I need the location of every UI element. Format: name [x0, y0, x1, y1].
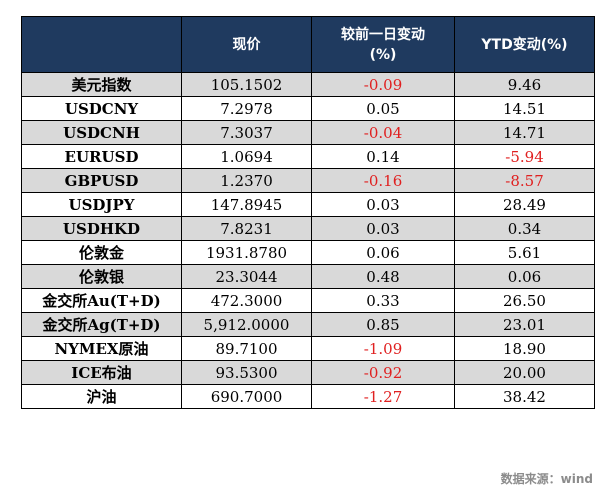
- cell-instrument-name: EURUSD: [21, 144, 182, 169]
- cell-price: 1.2370: [181, 168, 312, 193]
- header-ytd-label: YTD变动(%): [481, 36, 568, 53]
- header-instrument: [21, 16, 182, 73]
- cell-price: 93.5300: [181, 360, 312, 385]
- table-row: 伦敦金 1931.8780 0.06 5.61: [21, 240, 595, 265]
- cell-daily-change: 0.05: [311, 96, 455, 121]
- cell-ytd-change: 0.06: [454, 264, 595, 289]
- cell-instrument-name: USDJPY: [21, 192, 182, 217]
- cell-ytd-change: 28.49: [454, 192, 595, 217]
- header-daily-change: 较前一日变动 (%): [311, 16, 455, 73]
- cell-instrument-name: 金交所Au(T+D): [21, 288, 182, 313]
- cell-instrument-name: ICE布油: [21, 360, 182, 385]
- table-row: ICE布油 93.5300 -0.92 20.00: [21, 360, 595, 385]
- cell-instrument-name: GBPUSD: [21, 168, 182, 193]
- cell-price: 1.0694: [181, 144, 312, 169]
- header-price: 现价: [181, 16, 312, 73]
- cell-price: 1931.8780: [181, 240, 312, 265]
- header-ytd-change: YTD变动(%): [454, 16, 595, 73]
- data-source-note: 数据来源：wind: [500, 472, 593, 486]
- cell-daily-change: 0.03: [311, 216, 455, 241]
- cell-daily-change: 0.33: [311, 288, 455, 313]
- cell-instrument-name: 伦敦银: [21, 264, 182, 289]
- cell-price: 23.3044: [181, 264, 312, 289]
- cell-daily-change: -0.09: [311, 72, 455, 97]
- table-row: USDJPY 147.8945 0.03 28.49: [21, 192, 595, 217]
- cell-price: 147.8945: [181, 192, 312, 217]
- cell-daily-change: -0.92: [311, 360, 455, 385]
- table-row: 金交所Ag(T+D) 5,912.0000 0.85 23.01: [21, 312, 595, 337]
- cell-instrument-name: 沪油: [21, 384, 182, 409]
- cell-ytd-change: 0.34: [454, 216, 595, 241]
- cell-price: 7.3037: [181, 120, 312, 145]
- header-daily-line1: 较前一日变动: [341, 26, 425, 43]
- cell-ytd-change: 14.71: [454, 120, 595, 145]
- table-row: USDCNY 7.2978 0.05 14.51: [21, 96, 595, 121]
- table-header-row: 现价 较前一日变动 (%) YTD变动(%): [21, 16, 595, 73]
- cell-daily-change: -0.16: [311, 168, 455, 193]
- cell-instrument-name: 美元指数: [21, 72, 182, 97]
- cell-instrument-name: 金交所Ag(T+D): [21, 312, 182, 337]
- cell-ytd-change: -8.57: [454, 168, 595, 193]
- cell-daily-change: 0.03: [311, 192, 455, 217]
- cell-ytd-change: 23.01: [454, 312, 595, 337]
- table-row: 沪油 690.7000 -1.27 38.42: [21, 384, 595, 409]
- cell-instrument-name: 伦敦金: [21, 240, 182, 265]
- cell-price: 89.7100: [181, 336, 312, 361]
- cell-ytd-change: 14.51: [454, 96, 595, 121]
- cell-price: 7.8231: [181, 216, 312, 241]
- fx-market-table: 现价 较前一日变动 (%) YTD变动(%) 美元指数 105.1502 -0.09…: [21, 16, 595, 409]
- header-daily-line2: (%): [369, 46, 397, 63]
- cell-daily-change: 0.48: [311, 264, 455, 289]
- cell-daily-change: -1.09: [311, 336, 455, 361]
- cell-ytd-change: 20.00: [454, 360, 595, 385]
- cell-instrument-name: USDHKD: [21, 216, 182, 241]
- cell-ytd-change: 18.90: [454, 336, 595, 361]
- cell-price: 472.3000: [181, 288, 312, 313]
- cell-instrument-name: USDCNY: [21, 96, 182, 121]
- cell-price: 5,912.0000: [181, 312, 312, 337]
- table-body: 美元指数 105.1502 -0.09 9.46 USDCNY 7.2978 0.05 14.…: [21, 72, 595, 409]
- table-row: 伦敦银 23.3044 0.48 0.06: [21, 264, 595, 289]
- cell-price: 7.2978: [181, 96, 312, 121]
- cell-instrument-name: NYMEX原油: [21, 336, 182, 361]
- cell-ytd-change: 26.50: [454, 288, 595, 313]
- table-row: USDHKD 7.8231 0.03 0.34: [21, 216, 595, 241]
- cell-ytd-change: 9.46: [454, 72, 595, 97]
- cell-ytd-change: 5.61: [454, 240, 595, 265]
- cell-ytd-change: 38.42: [454, 384, 595, 409]
- cell-daily-change: -1.27: [311, 384, 455, 409]
- table-row: USDCNH 7.3037 -0.04 14.71: [21, 120, 595, 145]
- cell-instrument-name: USDCNH: [21, 120, 182, 145]
- table-row: 金交所Au(T+D) 472.3000 0.33 26.50: [21, 288, 595, 313]
- cell-price: 690.7000: [181, 384, 312, 409]
- header-price-label: 现价: [232, 36, 261, 53]
- table-row: EURUSD 1.0694 0.14 -5.94: [21, 144, 595, 169]
- cell-daily-change: -0.04: [311, 120, 455, 145]
- table-row: NYMEX原油 89.7100 -1.09 18.90: [21, 336, 595, 361]
- cell-price: 105.1502: [181, 72, 312, 97]
- table-row: 美元指数 105.1502 -0.09 9.46: [21, 72, 595, 97]
- cell-daily-change: 0.06: [311, 240, 455, 265]
- table-row: GBPUSD 1.2370 -0.16 -8.57: [21, 168, 595, 193]
- cell-ytd-change: -5.94: [454, 144, 595, 169]
- cell-daily-change: 0.14: [311, 144, 455, 169]
- cell-daily-change: 0.85: [311, 312, 455, 337]
